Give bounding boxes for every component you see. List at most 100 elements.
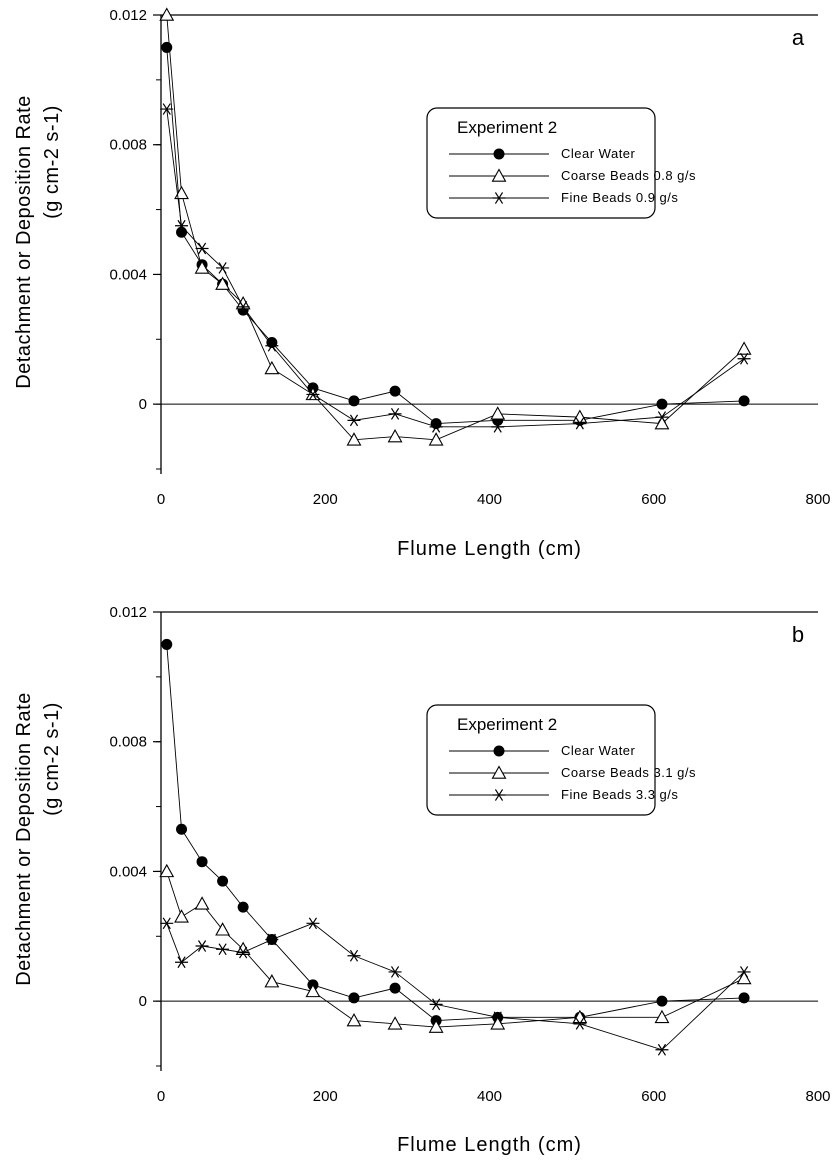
- legend-title: Experiment 2: [457, 715, 557, 734]
- data-point: [428, 1019, 444, 1033]
- data-point: [348, 992, 360, 1004]
- x-tick-label: 600: [641, 491, 666, 508]
- series-line: [166, 14, 745, 441]
- legend-entry: Fine Beads 0.9 g/s: [561, 190, 678, 205]
- y-axis-unit: (g cm-2 s-1): [41, 702, 63, 816]
- data-point: [389, 385, 401, 397]
- y-tick-label: 0: [139, 396, 147, 413]
- data-point: [306, 917, 320, 930]
- legend-title: Experiment 2: [457, 118, 557, 137]
- legend-marker: [493, 745, 505, 757]
- data-point: [175, 219, 189, 232]
- data-point: [160, 103, 174, 115]
- data-point: [573, 417, 587, 430]
- data-point: [236, 946, 250, 959]
- series-filled-circle: [161, 638, 750, 1027]
- data-point: [265, 933, 279, 946]
- data-point: [347, 414, 361, 427]
- data-point: [306, 388, 320, 401]
- data-point: [738, 992, 750, 1004]
- data-point: [572, 409, 588, 423]
- data-point: [655, 1043, 669, 1056]
- data-point: [736, 970, 752, 985]
- data-point: [387, 428, 403, 443]
- y-tick-label: 0.008: [109, 137, 147, 154]
- data-point: [159, 7, 175, 21]
- data-point: [388, 966, 402, 978]
- data-point: [387, 1016, 403, 1030]
- data-point: [736, 341, 752, 355]
- data-point: [348, 395, 360, 407]
- series-line: [166, 47, 745, 425]
- x-tick-label: 0: [157, 1088, 165, 1105]
- data-point: [656, 995, 668, 1007]
- data-point: [737, 352, 751, 365]
- series-line: [166, 644, 745, 1022]
- legend-entry: Clear Water: [561, 146, 636, 161]
- x-tick-label: 800: [805, 1088, 830, 1105]
- legend-marker: [492, 789, 506, 801]
- data-point: [264, 974, 280, 988]
- data-point: [176, 226, 188, 238]
- data-point: [264, 360, 280, 375]
- panel-letter: b: [792, 622, 804, 647]
- x-axis-title: Flume Length (cm): [397, 1134, 582, 1156]
- data-point: [655, 411, 669, 423]
- data-point: [236, 301, 250, 313]
- data-point: [216, 262, 230, 274]
- data-point: [194, 896, 210, 910]
- legend-entry: Coarse Beads 0.8 g/s: [561, 168, 696, 183]
- data-point: [346, 432, 362, 446]
- y-tick-label: 0: [139, 993, 147, 1010]
- legend-marker: [491, 765, 507, 779]
- x-tick-label: 0: [157, 491, 165, 508]
- data-point: [216, 943, 230, 956]
- data-point: [217, 875, 229, 887]
- data-point: [654, 415, 670, 430]
- y-tick-label: 0.004: [109, 863, 147, 880]
- data-point: [491, 420, 505, 433]
- x-tick-label: 600: [641, 1088, 666, 1105]
- legend-entry: Coarse Beads 3.1 g/s: [561, 765, 696, 780]
- data-point: [215, 922, 231, 936]
- data-point: [428, 432, 444, 446]
- data-point: [737, 966, 751, 978]
- y-axis-title: Detachment or Deposition Rate: [13, 692, 35, 986]
- data-point: [490, 1016, 506, 1030]
- legend-marker: [491, 168, 507, 182]
- data-point: [429, 420, 443, 433]
- data-point: [195, 940, 209, 952]
- chart-panel-b: 0 0.004 0.008 0.012 0 200 400 600 800 Flume Lengt…: [13, 604, 831, 1156]
- legend-marker: [493, 148, 505, 160]
- x-tick-label: 200: [313, 491, 338, 508]
- data-point: [656, 398, 668, 410]
- data-point: [159, 863, 175, 878]
- data-point: [491, 1011, 505, 1024]
- data-point: [160, 917, 174, 930]
- data-point: [174, 909, 189, 923]
- series-asterisk: [160, 103, 751, 433]
- data-point: [429, 998, 443, 1011]
- data-point: [174, 185, 189, 200]
- data-point: [176, 823, 188, 835]
- data-point: [196, 856, 208, 868]
- data-point: [194, 260, 210, 274]
- data-point: [175, 956, 189, 969]
- y-tick-label: 0.008: [109, 734, 147, 751]
- data-point: [654, 1009, 670, 1024]
- data-point: [161, 638, 173, 650]
- series-line: [166, 922, 745, 1051]
- data-point: [235, 295, 251, 310]
- data-point: [573, 1017, 587, 1030]
- series-open-triangle: [159, 863, 752, 1033]
- data-point: [347, 949, 361, 962]
- data-point: [389, 982, 401, 994]
- x-tick-label: 200: [313, 1088, 338, 1105]
- data-point: [305, 983, 321, 998]
- legend-box: [426, 107, 656, 219]
- x-tick-label: 400: [477, 1088, 502, 1105]
- legend-entry: Clear Water: [561, 743, 636, 758]
- legend-box: [426, 704, 656, 816]
- y-tick-label: 0.012: [109, 604, 147, 621]
